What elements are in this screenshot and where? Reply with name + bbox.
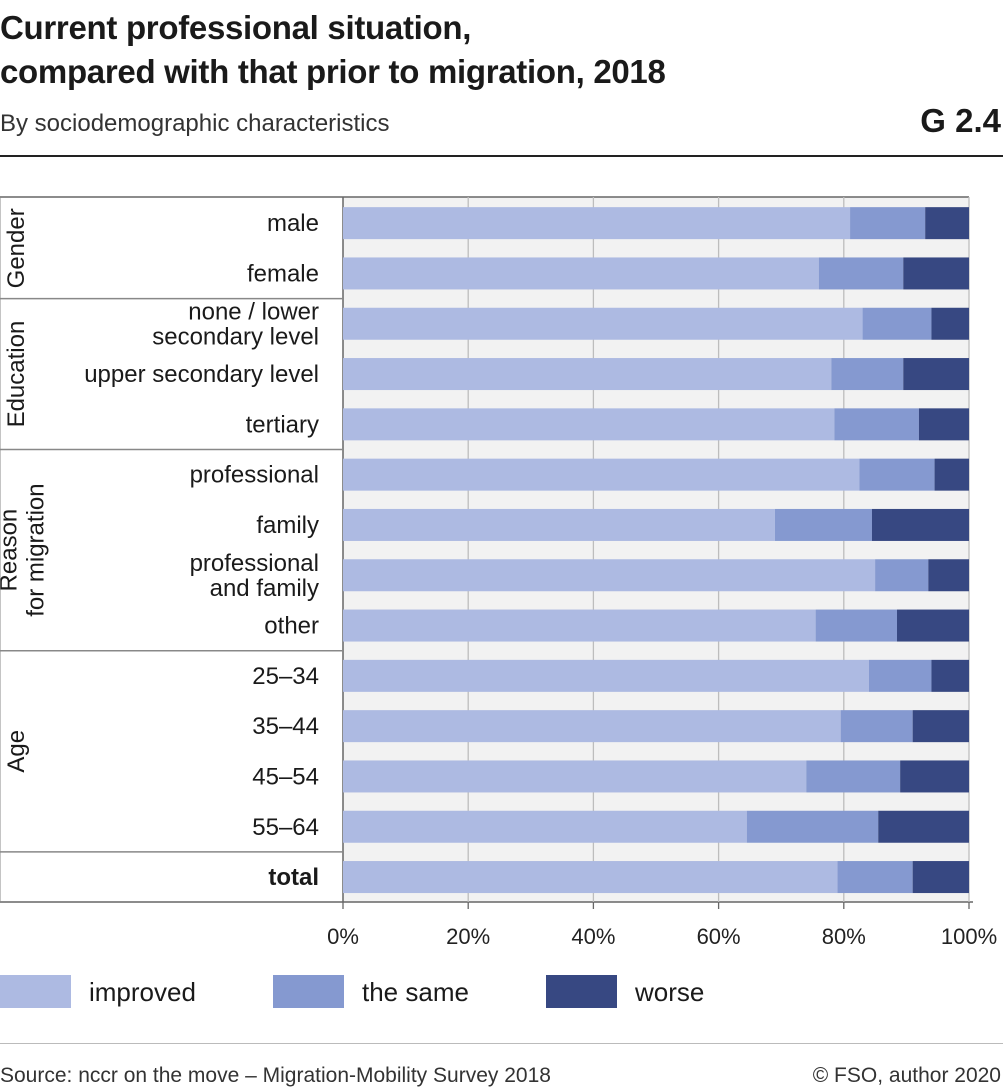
x-tick-label: 100%	[941, 924, 997, 949]
bars-layer	[343, 207, 969, 894]
bar-the-same-other	[815, 609, 898, 642]
title-divider	[0, 155, 1003, 157]
category-label: family	[256, 512, 319, 539]
x-tick-label: 20%	[446, 924, 490, 949]
bar-the-same-professional	[859, 458, 935, 491]
category-label: professional	[190, 462, 319, 489]
bar-worse-35-44	[912, 710, 969, 743]
bar-improved-total	[343, 861, 838, 894]
x-axis-ticks-layer: 0% 20% 40% 60% 80% 100%	[327, 902, 997, 949]
figure-id: G 2.4	[920, 102, 1001, 139]
legend: improved the same worse	[0, 975, 704, 1008]
bar-the-same-female	[818, 257, 904, 290]
bar-worse-family	[871, 508, 969, 541]
x-tick-label: 0%	[327, 924, 359, 949]
legend-label-the-same: the same	[362, 977, 469, 1007]
bar-worse-tertiary	[918, 408, 969, 441]
bar-the-same-none-lower-secondary-level	[862, 307, 932, 340]
group-label-education: Education	[3, 321, 30, 428]
category-label: upper secondary level	[84, 361, 319, 388]
legend-swatch-the-same	[273, 975, 344, 1008]
bar-improved-tertiary	[343, 408, 835, 441]
bar-worse-55-64	[878, 810, 969, 843]
bar-worse-total	[912, 861, 969, 894]
category-label: 35–44	[252, 713, 319, 740]
bar-improved-45-54	[343, 760, 807, 793]
bar-improved-upper-secondary-level	[343, 358, 832, 391]
bar-improved-female	[343, 257, 819, 290]
chart-title: Current professional situation, compared…	[0, 6, 900, 94]
bar-the-same-male	[850, 207, 926, 240]
category-label: other	[264, 613, 319, 640]
bar-the-same-25-34	[868, 659, 932, 692]
credit-note: © FSO, author 2020	[812, 1064, 1001, 1087]
bar-worse-male	[925, 207, 969, 240]
bar-improved-55-64	[343, 810, 747, 843]
bar-the-same-total	[837, 861, 913, 894]
bar-the-same-upper-secondary-level	[831, 358, 904, 391]
category-label: 45–54	[252, 763, 319, 790]
source-note: Source: nccr on the move – Migration-Mob…	[0, 1064, 551, 1087]
bar-worse-25-34	[931, 659, 969, 692]
group-label-gender: Gender	[3, 208, 30, 288]
legend-swatch-improved	[0, 975, 71, 1008]
category-label: total	[268, 864, 319, 891]
bar-improved-other	[343, 609, 816, 642]
bar-worse-professional-and-family	[928, 559, 969, 592]
x-tick-label: 60%	[697, 924, 741, 949]
bar-improved-none-lower-secondary-level	[343, 307, 863, 340]
bar-worse-none-lower-secondary-level	[931, 307, 969, 340]
bar-improved-family	[343, 508, 775, 541]
category-label: and family	[210, 575, 319, 602]
bar-the-same-family	[774, 508, 872, 541]
category-label: female	[247, 260, 319, 287]
bar-worse-other	[897, 609, 969, 642]
bar-improved-male	[343, 207, 851, 240]
bar-improved-25-34	[343, 659, 869, 692]
chart-title-line-2: compared with that prior to migration, 2…	[0, 53, 666, 90]
bar-worse-45-54	[900, 760, 969, 793]
bar-worse-female	[903, 257, 969, 290]
category-label: male	[267, 210, 319, 237]
chart-title-line-1: Current professional situation,	[0, 9, 472, 46]
group-label-reason-for-migration: for migration	[23, 483, 50, 616]
legend-label-worse: worse	[634, 977, 704, 1007]
legend-label-improved: improved	[89, 977, 196, 1007]
category-label: 25–34	[252, 663, 319, 690]
bar-the-same-55-64	[746, 810, 879, 843]
footer-divider	[0, 1043, 1003, 1044]
bar-improved-professional	[343, 458, 860, 491]
legend-swatch-worse	[546, 975, 617, 1008]
chart-subtitle: By sociodemographic characteristics	[0, 110, 390, 137]
plot-background	[343, 197, 969, 902]
grid-layer	[0, 196, 973, 903]
bar-the-same-45-54	[806, 760, 901, 793]
category-label: none / lower	[188, 298, 319, 325]
bar-the-same-35-44	[840, 710, 913, 743]
group-label-reason-for-migration: Reason	[0, 509, 23, 592]
bar-the-same-professional-and-family	[875, 559, 929, 592]
bar-improved-35-44	[343, 710, 841, 743]
category-label: tertiary	[246, 411, 319, 438]
category-label: 55–64	[252, 814, 319, 841]
x-tick-label: 40%	[571, 924, 615, 949]
x-tick-label: 80%	[822, 924, 866, 949]
group-labels-layer: Gender Education Reason for migration Age	[0, 197, 343, 902]
bar-worse-professional	[934, 458, 969, 491]
category-label: professional	[190, 550, 319, 577]
bar-the-same-tertiary	[834, 408, 919, 441]
bar-worse-upper-secondary-level	[903, 358, 969, 391]
group-label-age: Age	[3, 730, 30, 773]
bar-improved-professional-and-family	[343, 559, 876, 592]
category-label: secondary level	[152, 323, 319, 350]
